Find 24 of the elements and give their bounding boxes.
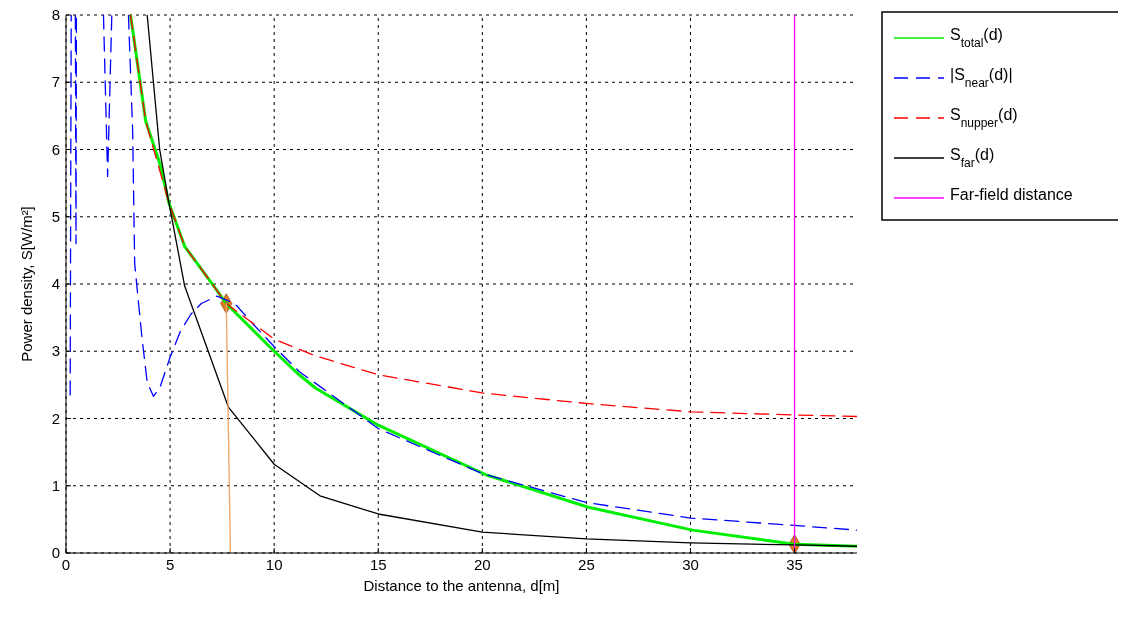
x-tick-label: 25 xyxy=(578,556,595,573)
legend-label: S$_{total}$(d) xyxy=(950,26,1003,50)
x-tick-label: 5 xyxy=(165,556,175,573)
y-tick-label: 2 xyxy=(51,409,60,427)
line-series xyxy=(129,15,857,418)
y-tick-label: 7 xyxy=(51,73,60,91)
legend-label: S$_{nupper}$(d) xyxy=(950,106,1018,130)
x-tick-label: 10 xyxy=(265,556,283,573)
y-axis-title: Power density, S[W/m²] xyxy=(18,206,35,362)
x-tick-label: 30 xyxy=(682,556,699,573)
x-tick-label: 20 xyxy=(473,556,491,573)
legend-label: |S$_{near}$(d)| xyxy=(950,66,1013,90)
y-tick-label: 3 xyxy=(51,342,60,360)
y-tick-label: 5 xyxy=(51,207,60,225)
y-tick-label: 8 xyxy=(51,6,60,23)
y-tick-label: 4 xyxy=(51,275,60,292)
y-tick-label: 6 xyxy=(51,140,60,158)
y-tick-label: 1 xyxy=(51,476,60,494)
legend-label: S$_{far}$(d) xyxy=(950,146,995,170)
y-tick-label: 0 xyxy=(51,544,60,561)
legend-label: Far-field distance xyxy=(950,186,1073,203)
x-tick-label: 35 xyxy=(786,556,803,573)
x-tick-label: 15 xyxy=(369,556,387,573)
x-axis-title: Distance to the antenna, d[m] xyxy=(363,577,560,594)
